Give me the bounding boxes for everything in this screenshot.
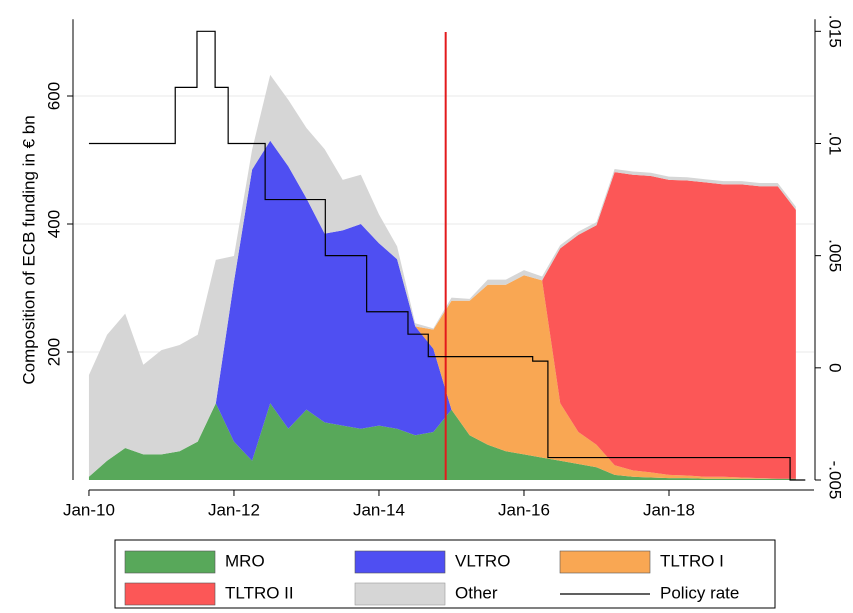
area [88, 74, 796, 477]
area [88, 403, 796, 480]
area [88, 140, 796, 479]
y2-tick-label: -.005 [826, 461, 845, 500]
legend-swatch [124, 582, 216, 606]
legend-swatch [354, 550, 446, 574]
legend-label: Other [455, 583, 498, 602]
legend-swatch [559, 550, 651, 574]
y2-tick-label: .01 [826, 132, 845, 156]
legend-label: MRO [225, 551, 265, 570]
x-tick-label: Jan-10 [63, 500, 115, 519]
y-tick-label: 600 [44, 82, 63, 110]
legend-swatch [354, 582, 446, 606]
legend-label: VLTRO [455, 551, 510, 570]
y-tick-label: 400 [44, 210, 63, 238]
y2-tick-label: 0 [826, 363, 845, 372]
x-tick-label: Jan-14 [353, 500, 405, 519]
legend-label: Policy rate [660, 583, 739, 602]
y2-tick-label: .005 [826, 239, 845, 272]
legend-swatch [124, 550, 216, 574]
area [88, 140, 796, 479]
legend-label: TLTRO II [225, 583, 294, 602]
y-axis-label: Composition of ECB funding in € bn [19, 115, 38, 384]
y2-tick-label: .015 [826, 15, 845, 48]
x-tick-label: Jan-18 [643, 500, 695, 519]
y-tick-label: 200 [44, 338, 63, 366]
x-tick-label: Jan-12 [208, 500, 260, 519]
x-tick-label: Jan-16 [498, 500, 550, 519]
policy-line [88, 30, 806, 481]
legend-label: TLTRO I [660, 551, 724, 570]
